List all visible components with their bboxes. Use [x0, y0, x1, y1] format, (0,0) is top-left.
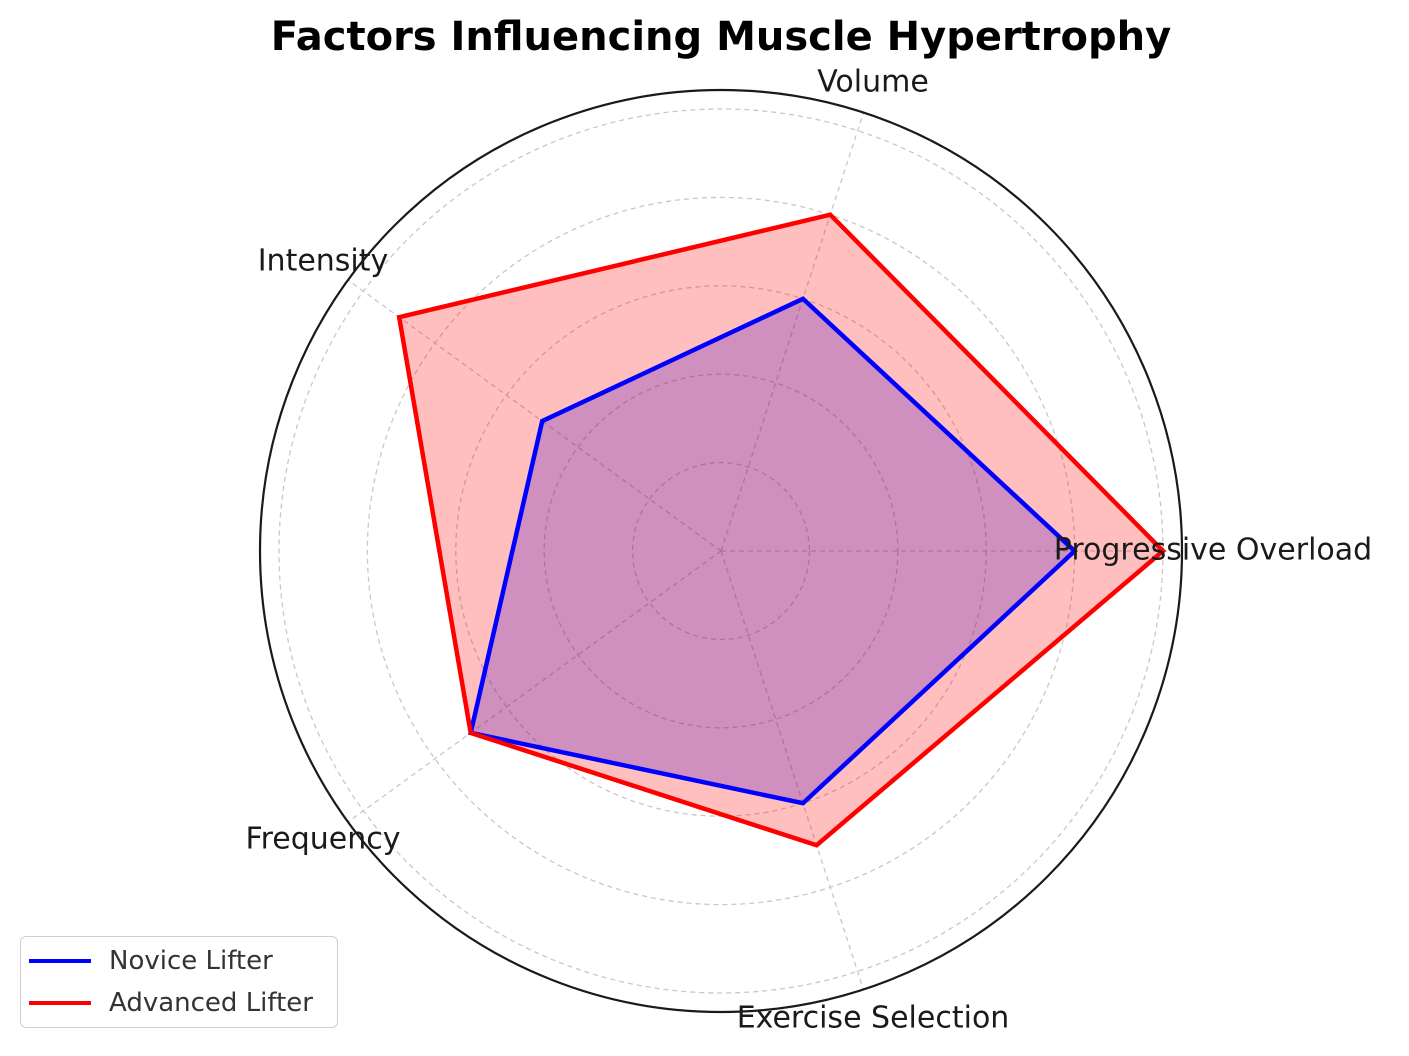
series-line-novice — [467, 296, 1078, 806]
legend-swatch-advanced — [29, 1001, 91, 1005]
category-label: Frequency — [246, 822, 401, 857]
grid-spoke — [720, 112, 865, 552]
legend: Novice Lifter Advanced Lifter — [20, 936, 338, 1028]
series-area-advanced — [399, 214, 1163, 846]
legend-swatch-novice — [29, 959, 91, 963]
legend-item-advanced: Advanced Lifter — [21, 983, 313, 1023]
legend-item-novice: Novice Lifter — [21, 941, 273, 981]
category-label: Progressive Overload — [1054, 533, 1372, 568]
series-layer — [396, 212, 1167, 848]
category-label: Volume — [817, 65, 929, 100]
frame-layer — [258, 88, 1184, 1014]
category-labels: Progressive Overload Volume Intensity Frequ… — [246, 65, 1373, 1036]
grid-ring — [631, 461, 811, 641]
category-label: Intensity — [258, 243, 389, 278]
grid-ring — [543, 373, 899, 729]
series-area-novice — [470, 298, 1075, 804]
legend-label-novice: Novice Lifter — [109, 946, 273, 976]
grid-spoke — [347, 550, 722, 823]
category-label: Exercise Selection — [737, 1000, 1010, 1035]
grid-spoke — [720, 550, 865, 990]
legend-label-advanced: Advanced Lifter — [109, 988, 313, 1018]
chart-title: Factors Influencing Muscle Hypertrophy — [270, 14, 1172, 60]
grid-spoke — [347, 279, 722, 552]
series-line-advanced — [396, 212, 1167, 848]
polar-frame — [258, 88, 1184, 1014]
